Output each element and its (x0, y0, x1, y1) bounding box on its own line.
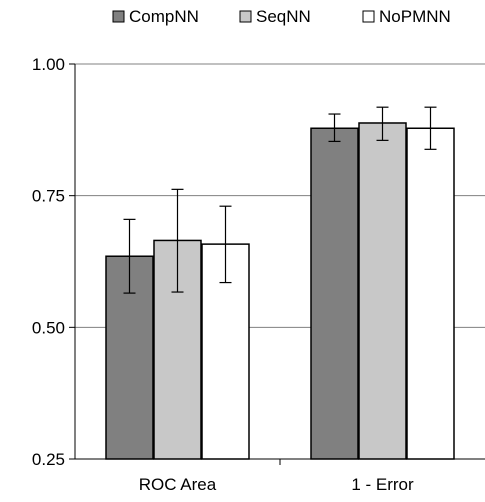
bar-compnn-1 (310, 127, 359, 460)
legend-swatch-seqnn (239, 10, 252, 23)
y-tick-label: 0.25 (32, 450, 65, 469)
legend-swatch-compnn (112, 10, 125, 23)
legend-swatch-nopmnn (362, 10, 375, 23)
bars (105, 122, 455, 460)
y-tick-label: 1.00 (32, 55, 65, 74)
axes (69, 63, 485, 465)
x-category-labels: ROC Area 1 - Error (139, 475, 414, 494)
x-category-label: ROC Area (139, 475, 217, 494)
bar-seqnn-1 (358, 122, 407, 460)
legend-label-compnn: CompNN (129, 7, 199, 26)
legend-label-seqnn: SeqNN (256, 7, 311, 26)
legend-label-nopmnn: NoPMNN (379, 7, 451, 26)
y-tick-labels: 0.25 0.50 0.75 1.00 (32, 55, 65, 469)
x-category-label: 1 - Error (351, 475, 414, 494)
error-bars (123, 106, 437, 294)
legend: CompNN SeqNN NoPMNN (112, 7, 451, 26)
bar-nopmnn-1 (406, 127, 455, 460)
y-tick-label: 0.75 (32, 187, 65, 206)
y-tick-label: 0.50 (32, 318, 65, 337)
